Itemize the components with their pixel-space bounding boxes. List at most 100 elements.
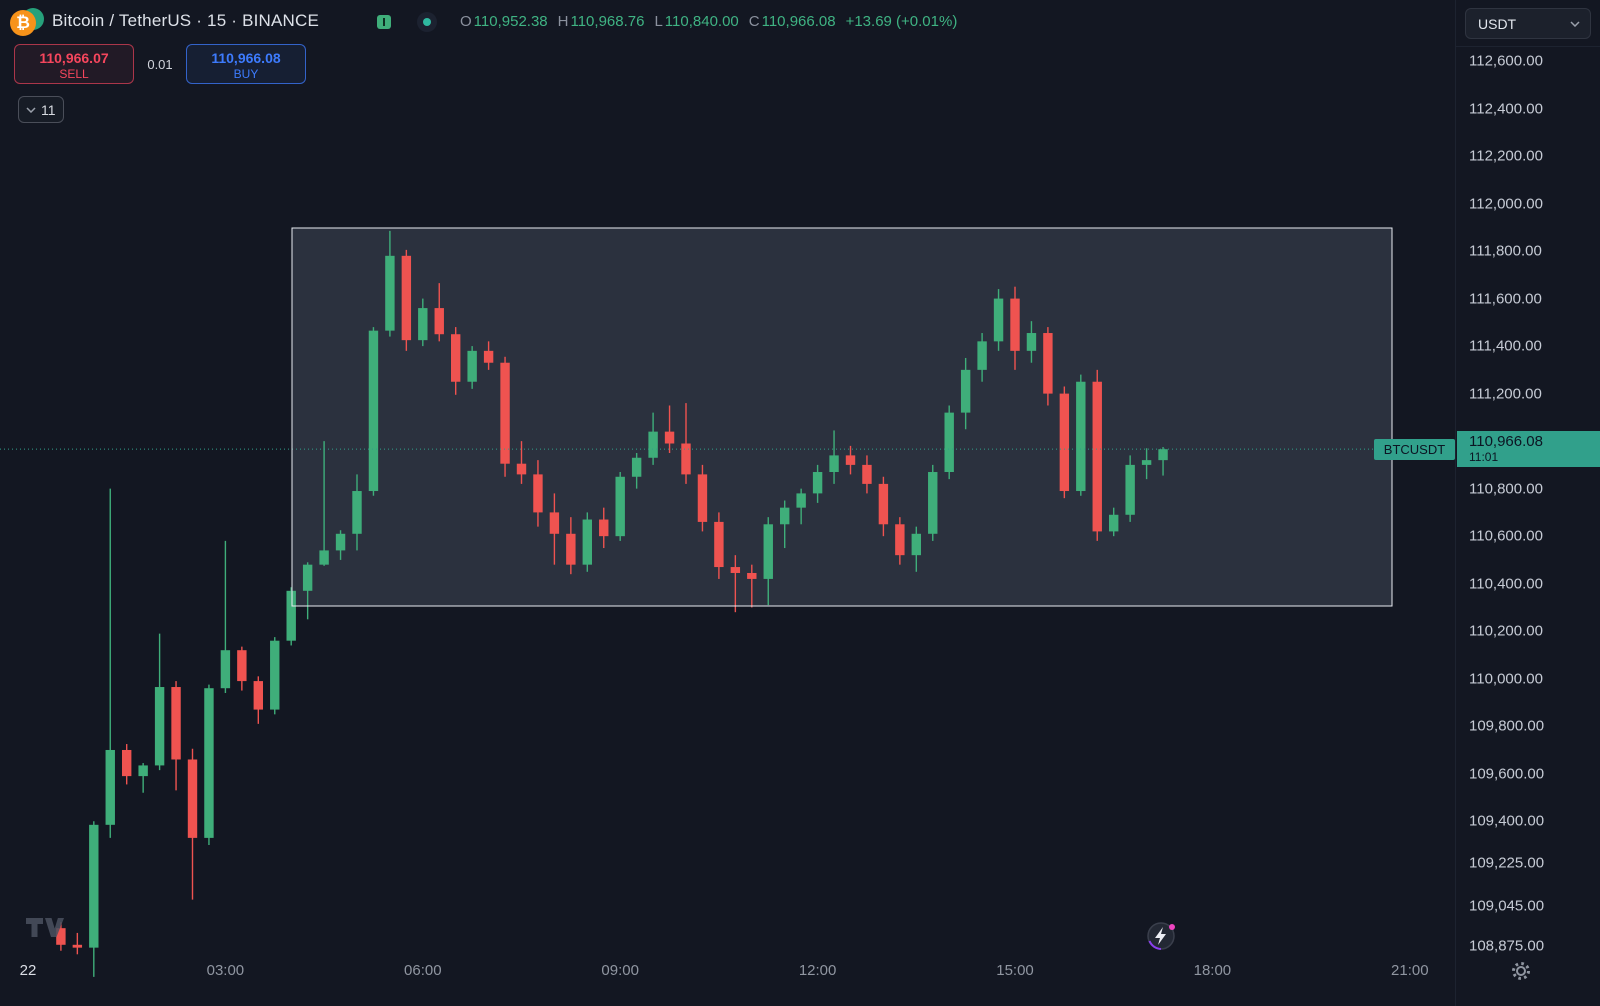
sell-button[interactable]: 110,966.07 SELL [14, 44, 134, 84]
candle [204, 684, 214, 846]
price-axis-label: 109,045.00 [1469, 897, 1545, 915]
candle [1109, 507, 1119, 537]
price-axis-label: 110,200.00 [1469, 622, 1543, 640]
bitcoin-icon: ₿ [10, 10, 36, 36]
price-axis-label: 111,200.00 [1469, 385, 1542, 403]
chart-canvas[interactable] [0, 0, 1455, 1006]
candle [335, 530, 346, 560]
candle [302, 562, 313, 620]
price-axis-label: 112,000.00 [1469, 195, 1543, 213]
currency-toggle-button[interactable]: USDT [1465, 8, 1591, 39]
candle [812, 464, 823, 503]
symbol-title[interactable]: Bitcoin / TetherUS · 15 · BINANCE [52, 11, 320, 30]
sell-label: SELL [59, 67, 89, 81]
candle [549, 493, 560, 565]
settings-gear-icon[interactable] [1510, 960, 1532, 982]
candle-countdown: 11:01 [1469, 450, 1499, 465]
open-letter: O [460, 13, 472, 30]
candle [105, 488, 115, 838]
price-axis-label: 109,400.00 [1469, 812, 1545, 830]
candle [56, 922, 66, 951]
candle [319, 441, 329, 566]
spread-value: 0.01 [147, 56, 173, 72]
price-axis-label: 110,600.00 [1469, 527, 1543, 545]
price-axis-label: 109,600.00 [1469, 765, 1545, 783]
candle [483, 341, 494, 370]
buy-button[interactable]: 110,966.08 BUY [186, 44, 306, 84]
candle [730, 555, 741, 613]
candle [993, 289, 1004, 351]
candle [1141, 448, 1152, 480]
price-axis-label: 111,600.00 [1469, 290, 1542, 308]
candle [566, 517, 576, 575]
candle [122, 744, 132, 785]
price-line-symbol-tag: BTCUSDT [1374, 438, 1455, 460]
time-axis-label: 15:00 [996, 962, 1034, 979]
buy-price: 110,966.08 [211, 50, 281, 66]
collapsed-toolbar-button[interactable]: 11 [18, 96, 64, 123]
close-letter: C [748, 13, 760, 30]
candle [352, 474, 362, 551]
current-price-value: 110,966.08 [1469, 433, 1543, 451]
price-axis-header: USDT [1456, 0, 1600, 47]
candle [960, 357, 971, 430]
time-axis-label: 06:00 [404, 962, 442, 979]
candle [434, 283, 444, 342]
time-axis-label: 03:00 [206, 962, 245, 979]
candle [1125, 455, 1135, 522]
price-axis-label: 111,400.00 [1469, 337, 1542, 355]
candle [500, 356, 510, 477]
price-axis-label: 110,400.00 [1469, 575, 1543, 593]
candle [928, 464, 938, 541]
time-axis-label: 12:00 [798, 962, 837, 979]
price-axis-label: 112,400.00 [1469, 100, 1543, 118]
candle [747, 564, 757, 608]
candle [911, 526, 921, 572]
candle [171, 681, 181, 791]
chevron-down-icon [1570, 20, 1580, 27]
selection-box[interactable] [292, 228, 1392, 606]
change-value: +13.69 (+0.01%) [845, 13, 958, 30]
candle [714, 512, 724, 579]
currency-label: USDT [1478, 15, 1517, 32]
chevron-down-icon [26, 106, 36, 113]
time-axis-label: 09:00 [601, 962, 639, 979]
candle [72, 932, 83, 955]
open-value: 110,952.38 [473, 13, 548, 30]
candle [401, 249, 412, 351]
candle [1059, 386, 1070, 499]
candle [154, 633, 165, 771]
candle [368, 327, 379, 496]
candle [599, 507, 609, 549]
candle [582, 512, 592, 572]
candle [681, 403, 691, 484]
candle [977, 333, 987, 382]
candle [1043, 327, 1053, 406]
candle [697, 464, 708, 532]
price-axis-label: 112,200.00 [1469, 147, 1543, 165]
candle [220, 540, 231, 693]
price-axis-label: 109,800.00 [1469, 717, 1545, 735]
time-axis[interactable]: 22 03:00 06:00 09:00 12:00 15:00 18:00 21:00 [0, 960, 1455, 982]
candle [780, 500, 790, 549]
candle [270, 637, 280, 715]
candle [187, 748, 198, 900]
candle [615, 472, 625, 541]
btc-usdt-pair-icon: ₿ [10, 8, 44, 38]
flash-button[interactable] [1145, 919, 1179, 953]
low-letter: L [654, 13, 663, 30]
candle [1026, 321, 1037, 363]
time-axis-label: 21:00 [1391, 962, 1429, 979]
candle [845, 445, 856, 475]
tradingview-logo [26, 918, 64, 937]
high-value: 110,968.76 [570, 13, 645, 30]
current-price-axis-label: 110,966.08 11:01 [1457, 431, 1600, 468]
ohlc-legend: O 110,952.38 H 110,968.76 L 110,840.00 C 110,96… [460, 13, 957, 30]
price-axis[interactable]: USDT 112,600.00 112,400.00 112,200.00 112,0… [1455, 0, 1600, 1006]
candle [467, 346, 477, 389]
candle [451, 327, 461, 395]
candle [648, 412, 658, 465]
candle [878, 476, 889, 537]
trade-widget: 110,966.07 SELL 0.01 110,966.08 BUY [14, 44, 306, 84]
live-indicator-button[interactable] [417, 12, 437, 32]
